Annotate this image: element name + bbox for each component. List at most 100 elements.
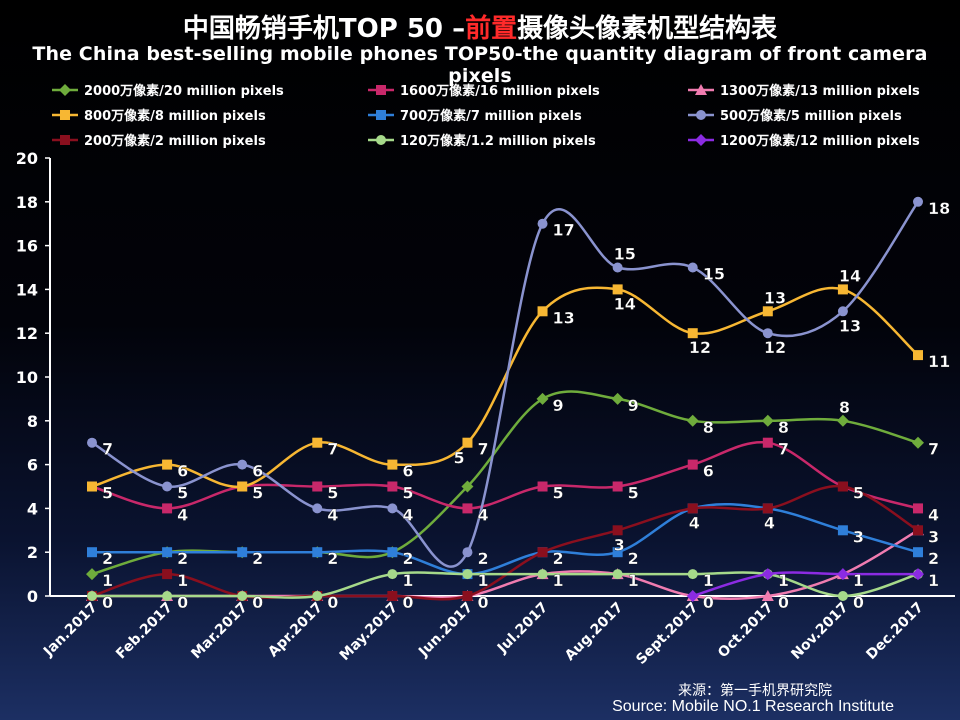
data-point <box>536 392 549 405</box>
data-label: 2 <box>553 549 564 568</box>
legend-item: 120万像素/1.2 million pixels <box>368 133 596 149</box>
source-en: Source: Mobile NO.1 Research Institute <box>612 698 894 715</box>
data-label: 1 <box>477 571 488 590</box>
data-point <box>387 481 398 492</box>
data-label: 3 <box>853 527 864 546</box>
data-label: 1 <box>177 571 188 590</box>
x-tick-label: Aug.2017 <box>562 600 626 664</box>
data-label: 3 <box>928 527 939 546</box>
y-tick-label: 4 <box>27 499 38 518</box>
series-line <box>91 201 920 568</box>
x-tick-label: Jan.2017 <box>40 600 101 661</box>
legend-marker <box>59 84 71 96</box>
data-point <box>537 306 548 317</box>
data-point <box>162 569 173 580</box>
data-point <box>312 503 323 514</box>
data-label: 7 <box>778 440 789 459</box>
data-label: 5 <box>628 484 639 503</box>
data-label: 5 <box>102 484 113 503</box>
legend-item: 1300万像素/13 million pixels <box>688 83 920 99</box>
legend-marker <box>376 110 386 120</box>
data-label: 14 <box>614 294 636 313</box>
data-label: 3 <box>614 535 625 554</box>
data-label: 5 <box>252 484 263 503</box>
data-label: 2 <box>177 549 188 568</box>
data-point <box>237 591 248 601</box>
data-point <box>612 284 623 295</box>
source-cn: 来源：第一手机界研究院 <box>678 682 832 698</box>
legend-label: 200万像素/2 million pixels <box>84 133 266 149</box>
data-label: 0 <box>853 593 864 612</box>
y-tick-label: 6 <box>27 456 38 475</box>
data-point <box>612 481 623 492</box>
data-point <box>687 262 698 273</box>
legend-label: 1600万像素/16 million pixels <box>400 83 600 99</box>
y-tick-label: 0 <box>27 587 38 606</box>
data-point <box>837 306 848 317</box>
legend-marker <box>60 135 70 145</box>
series-line <box>91 571 919 599</box>
data-point <box>86 568 98 581</box>
series-1 <box>87 437 923 514</box>
data-label: 12 <box>689 338 711 357</box>
data-label: 6 <box>252 462 263 481</box>
data-label: 13 <box>764 288 786 307</box>
data-label: 1 <box>928 571 939 590</box>
legend-item: 800万像素/8 million pixels <box>52 108 266 124</box>
data-label: 1 <box>102 571 113 590</box>
data-point <box>462 569 473 580</box>
data-point <box>836 414 849 427</box>
data-label: 4 <box>689 513 700 532</box>
data-label: 5 <box>402 484 413 503</box>
data-point <box>312 437 323 448</box>
legend-item: 500万像素/5 million pixels <box>688 108 902 124</box>
legend-marker <box>695 134 707 146</box>
series-4 <box>87 502 923 580</box>
x-tick-label: Sept.2017 <box>633 600 701 668</box>
data-point <box>462 547 473 558</box>
data-point <box>537 218 548 229</box>
data-label: 2 <box>928 549 939 568</box>
chart-title-cn: 中国畅销手机TOP 50 –前置摄像头像素机型结构表 <box>0 8 960 45</box>
data-label: 12 <box>764 338 786 357</box>
data-label: 11 <box>928 352 950 371</box>
data-point <box>312 481 323 492</box>
y-tick-label: 2 <box>27 543 38 562</box>
data-label: 5 <box>177 484 188 503</box>
data-point <box>612 262 623 273</box>
legend-label: 120万像素/1.2 million pixels <box>400 133 596 149</box>
data-point <box>913 350 923 361</box>
data-point <box>912 436 924 449</box>
data-point <box>761 590 774 601</box>
legend-label: 700万像素/7 million pixels <box>400 108 582 124</box>
data-point <box>87 591 97 601</box>
data-label: 8 <box>778 418 789 437</box>
data-label: 8 <box>839 398 850 417</box>
x-tick-label: Jun.2017 <box>415 600 476 661</box>
data-label: 1 <box>853 571 864 590</box>
legend-marker <box>376 85 386 95</box>
data-label: 9 <box>553 396 564 415</box>
data-point <box>237 459 248 470</box>
data-label: 5 <box>553 484 564 503</box>
data-point <box>87 437 97 448</box>
data-point <box>387 547 398 558</box>
data-point <box>762 503 773 514</box>
data-point <box>537 547 548 558</box>
data-point <box>837 525 848 536</box>
data-label: 13 <box>553 308 575 327</box>
y-tick-label: 14 <box>16 280 38 299</box>
data-point <box>87 481 97 492</box>
data-point <box>687 569 698 580</box>
series-line <box>92 502 919 576</box>
data-point <box>612 547 623 558</box>
legend-item: 1600万像素/16 million pixels <box>368 83 600 99</box>
data-label: 0 <box>252 593 263 612</box>
data-label: 7 <box>477 440 488 459</box>
data-point <box>912 568 924 581</box>
data-point <box>686 414 699 427</box>
data-point <box>237 547 248 558</box>
legend-label: 1300万像素/13 million pixels <box>720 83 920 99</box>
legend-label: 800万像素/8 million pixels <box>84 108 266 124</box>
